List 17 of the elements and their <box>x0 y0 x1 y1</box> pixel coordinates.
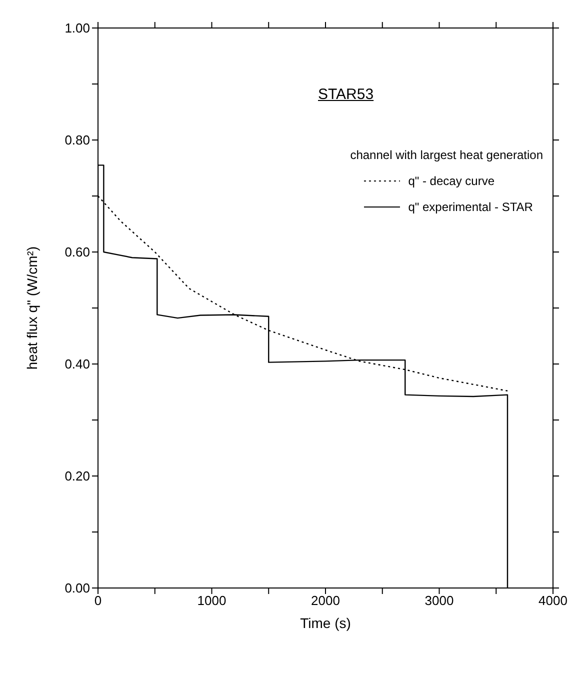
x-tick-label: 4000 <box>538 593 568 608</box>
y-tick-label: 0.60 <box>64 244 90 260</box>
x-tick-label: 1000 <box>197 593 226 608</box>
y-tick-label: 0.80 <box>64 132 90 148</box>
legend-title: channel with largest heat generation <box>350 148 543 162</box>
text: STAR53 <box>318 86 374 103</box>
y-tick-label: 0.00 <box>64 580 90 596</box>
x-axis-title: Time (s) <box>300 615 351 631</box>
y-axis-title: heat flux q" (W/cm²) <box>24 246 40 370</box>
y-tick-label: 1.00 <box>64 20 90 36</box>
legend-label: q" experimental - STAR <box>408 200 533 214</box>
legend-label: q" - decay curve <box>408 174 494 188</box>
y-tick-label: 0.20 <box>64 468 90 484</box>
y-tick-label: 0.40 <box>64 356 90 372</box>
x-tick-label: 0 <box>94 593 102 608</box>
x-tick-label: 2000 <box>311 593 340 608</box>
x-tick-label: 3000 <box>424 593 454 608</box>
